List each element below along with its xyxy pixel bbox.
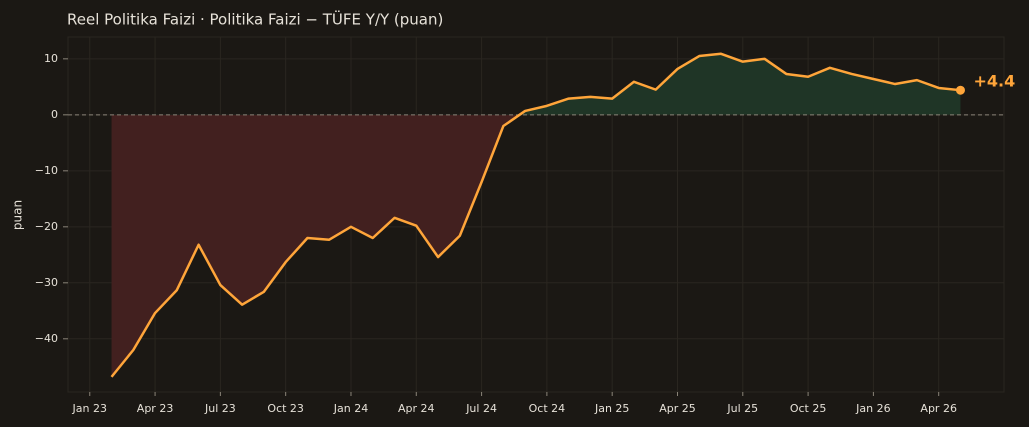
x-tick-label: Jul 25 bbox=[726, 402, 758, 415]
chart-title: Reel Politika Faizi · Politika Faizi − T… bbox=[67, 10, 443, 29]
x-tick-label: Apr 26 bbox=[920, 402, 957, 415]
x-tick-label: Oct 25 bbox=[790, 402, 827, 415]
y-tick-label: 10 bbox=[44, 52, 58, 65]
positive-area bbox=[111, 53, 961, 115]
y-tick-label: −10 bbox=[35, 164, 58, 177]
x-tick-label: Apr 23 bbox=[137, 402, 174, 415]
x-tick-label: Oct 24 bbox=[529, 402, 566, 415]
end-point bbox=[955, 85, 965, 95]
y-axis-label: puan bbox=[11, 200, 25, 230]
x-tick-label: Jan 23 bbox=[72, 402, 107, 415]
y-tick-label: −20 bbox=[35, 220, 58, 233]
end-label: +4.4 bbox=[973, 72, 1015, 91]
y-tick-label: −40 bbox=[35, 332, 58, 345]
x-tick-label: Oct 23 bbox=[267, 402, 304, 415]
x-tick-label: Apr 25 bbox=[659, 402, 696, 415]
x-tick-label: Jan 26 bbox=[855, 402, 890, 415]
x-tick-label: Jan 25 bbox=[594, 402, 629, 415]
x-tick-label: Jan 24 bbox=[333, 402, 368, 415]
line bbox=[110, 52, 961, 378]
x-tick-label: Jul 24 bbox=[465, 402, 497, 415]
y-tick-label: −30 bbox=[35, 276, 58, 289]
negative-area bbox=[111, 114, 520, 377]
x-tick-label: Apr 24 bbox=[398, 402, 435, 415]
x-tick-label: Jul 23 bbox=[204, 402, 236, 415]
y-tick-label: 0 bbox=[51, 108, 58, 121]
